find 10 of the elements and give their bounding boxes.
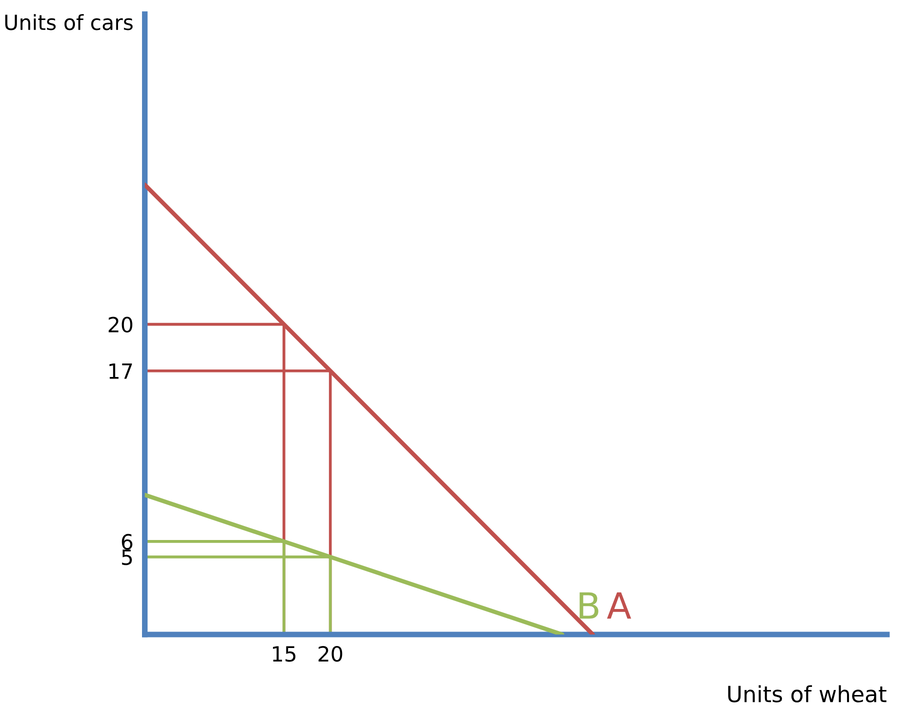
series-label: B (580, 592, 598, 619)
y-tick-label: 6 (122, 534, 132, 550)
y-axis-title: Units of cars (5, 14, 133, 30)
x-axis-title: Units of wheat (728, 685, 886, 702)
x-tick-label: 15 (272, 646, 296, 662)
line-series (144, 492, 564, 634)
series-label: A (607, 592, 632, 619)
y-tick-label: 5 (122, 550, 132, 566)
y-tick-label: 17 (109, 364, 132, 379)
y-tick-label: 20 (108, 316, 132, 333)
